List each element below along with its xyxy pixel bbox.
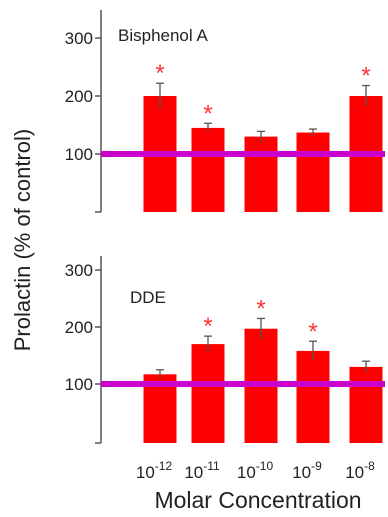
bar-bisphenol-a-2 (191, 127, 225, 212)
significance-marker-bisphenol-a-2: * (203, 100, 212, 127)
y-tick-label-bisphenol-a-200: 200 (65, 87, 93, 106)
bar-dde-4 (296, 350, 330, 443)
significance-marker-dde-4: * (308, 318, 317, 345)
panel-title-dde: DDE (130, 288, 166, 307)
bar-bisphenol-a-4 (296, 132, 330, 212)
y-tick-label-bisphenol-a-100: 100 (65, 145, 93, 164)
significance-marker-dde-3: * (256, 295, 265, 322)
x-tick-label-3: 10-10 (237, 459, 274, 482)
x-tick-label-4: 10-9 (292, 459, 322, 482)
y-axis-label: Prolactin (% of control) (10, 129, 35, 352)
panel-dde: 100 200 300 * * * DDE (65, 256, 385, 444)
significance-marker-dde-2: * (203, 313, 212, 340)
panel-title-bisphenol-a: Bisphenol A (118, 26, 208, 45)
y-tick-label-dde-300: 300 (65, 261, 93, 280)
bar-dde-2 (191, 344, 225, 443)
significance-marker-bisphenol-a-5: * (361, 63, 370, 90)
y-tick-label-dde-200: 200 (65, 318, 93, 337)
bar-bisphenol-a-3 (244, 136, 278, 212)
x-tick-label-5: 10-8 (345, 459, 375, 482)
x-axis-label: Molar Concentration (154, 487, 361, 513)
x-tick-label-2: 10-11 (184, 459, 220, 482)
x-tick-label-1: 10-12 (136, 459, 173, 482)
significance-marker-bisphenol-a-1: * (155, 60, 164, 87)
bar-dde-5 (349, 366, 383, 443)
panel-bisphenol-a: 100 200 300 * * * Bisphenol A (65, 10, 385, 213)
y-tick-label-bisphenol-a-300: 300 (65, 29, 93, 48)
x-tick-labels: 10-12 10-11 10-10 10-9 10-8 (136, 459, 375, 482)
y-tick-label-dde-100: 100 (65, 375, 93, 394)
